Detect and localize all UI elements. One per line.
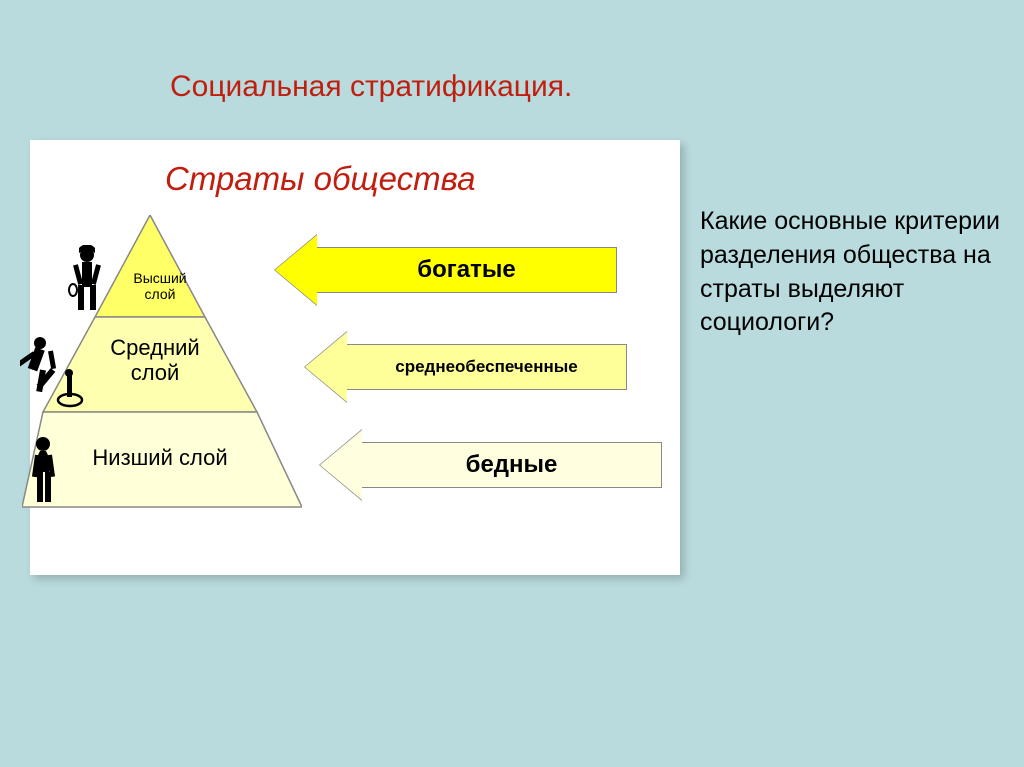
main-title: Социальная стратификация. <box>170 70 572 104</box>
pyramid-mid-label: Среднийслой <box>85 335 225 386</box>
slide: Социальная стратификация. Страты обществ… <box>0 0 1024 767</box>
diagram-title: Страты общества <box>165 160 475 198</box>
arrow-poor-label: бедные <box>362 442 662 488</box>
arrow-rich-label: богатые <box>317 247 617 293</box>
diagram-container: Страты общества Высшийслой Среднийслой Н… <box>30 140 680 575</box>
question-text: Какие основные критерии разделения общес… <box>700 205 1000 340</box>
pyramid-bot-label: Низший слой <box>60 445 260 470</box>
pyramid-top-label: Высшийслой <box>120 270 200 302</box>
figure-middle-icon <box>20 335 85 410</box>
figure-rich-icon <box>65 245 110 315</box>
figure-poor-icon <box>25 430 65 508</box>
arrow-middle-label: среднеобеспеченные <box>347 344 627 390</box>
